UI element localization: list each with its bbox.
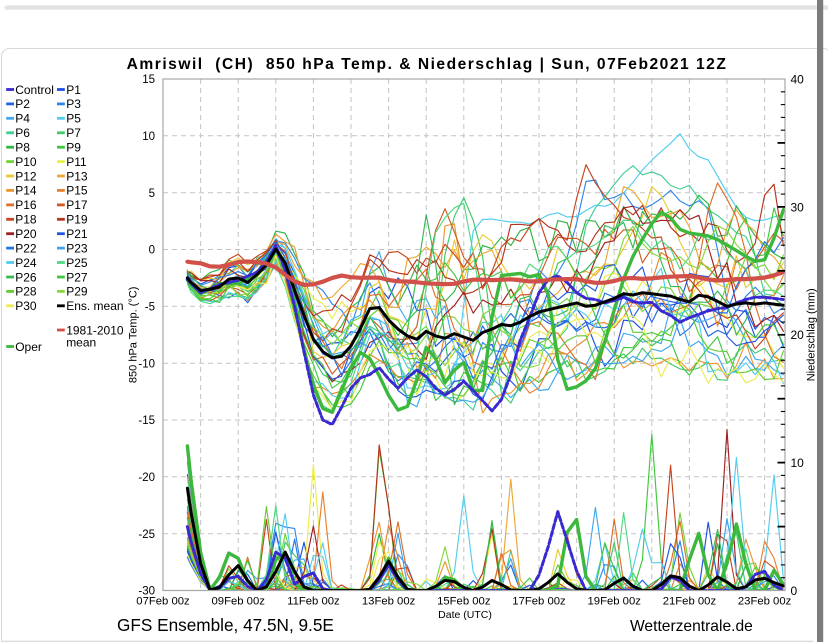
svg-text:Niederschlag (mm): Niederschlag (mm) — [806, 288, 818, 381]
svg-text:-30: -30 — [138, 586, 155, 598]
svg-text:P13: P13 — [66, 169, 88, 183]
svg-text:850 hPa Temp. (°C): 850 hPa Temp. (°C) — [128, 287, 140, 384]
svg-text:P30: P30 — [15, 299, 37, 313]
svg-text:-5: -5 — [145, 302, 155, 314]
svg-text:07Feb 00z: 07Feb 00z — [136, 596, 190, 608]
svg-text:Control: Control — [15, 83, 54, 97]
svg-text:1981-2010: 1981-2010 — [66, 323, 124, 337]
svg-text:P10: P10 — [15, 155, 37, 169]
svg-text:P28: P28 — [15, 285, 37, 299]
svg-text:23Feb 00z: 23Feb 00z — [738, 596, 792, 608]
svg-text:5: 5 — [149, 188, 155, 200]
svg-text:P26: P26 — [15, 270, 37, 284]
svg-text:21Feb 00z: 21Feb 00z — [663, 596, 717, 608]
svg-text:P15: P15 — [66, 184, 88, 198]
svg-text:P21: P21 — [66, 227, 88, 241]
svg-text:-15: -15 — [138, 415, 155, 427]
svg-text:P14: P14 — [15, 184, 37, 198]
svg-text:13Feb 00z: 13Feb 00z — [362, 596, 416, 608]
svg-text:P22: P22 — [15, 241, 37, 255]
svg-text:P19: P19 — [66, 213, 88, 227]
svg-text:P5: P5 — [66, 112, 81, 126]
svg-text:P27: P27 — [66, 270, 88, 284]
svg-text:0: 0 — [149, 245, 155, 257]
svg-text:P23: P23 — [66, 241, 88, 255]
svg-text:P25: P25 — [66, 256, 88, 270]
svg-text:Wetterzentrale.de: Wetterzentrale.de — [630, 618, 753, 635]
svg-text:15: 15 — [142, 74, 155, 86]
svg-text:Date (UTC): Date (UTC) — [438, 609, 492, 621]
svg-text:P3: P3 — [66, 97, 81, 111]
svg-text:30: 30 — [791, 200, 805, 214]
svg-text:09Feb 00z: 09Feb 00z — [212, 596, 266, 608]
svg-text:0: 0 — [791, 584, 798, 598]
svg-text:Oper: Oper — [15, 340, 42, 354]
svg-text:P29: P29 — [66, 285, 88, 299]
svg-text:P16: P16 — [15, 198, 37, 212]
svg-text:20: 20 — [791, 328, 805, 342]
svg-text:P1: P1 — [66, 83, 81, 97]
svg-text:15Feb 00z: 15Feb 00z — [437, 596, 491, 608]
svg-text:P4: P4 — [15, 112, 30, 126]
svg-text:P18: P18 — [15, 213, 37, 227]
svg-text:10: 10 — [791, 456, 805, 470]
svg-text:P17: P17 — [66, 198, 88, 212]
svg-text:P11: P11 — [66, 155, 87, 169]
svg-text:11Feb 00z: 11Feb 00z — [287, 596, 340, 608]
svg-text:-20: -20 — [138, 472, 155, 484]
svg-text:P24: P24 — [15, 256, 37, 270]
svg-text:P7: P7 — [66, 126, 81, 140]
svg-text:P8: P8 — [15, 141, 30, 155]
svg-text:mean: mean — [66, 336, 96, 350]
svg-text:-25: -25 — [138, 529, 155, 541]
svg-text:P9: P9 — [66, 141, 81, 155]
svg-text:P6: P6 — [15, 126, 30, 140]
svg-text:Ens. mean: Ens. mean — [66, 299, 123, 313]
svg-text:10: 10 — [142, 131, 155, 143]
svg-text:-10: -10 — [138, 358, 155, 370]
svg-text:40: 40 — [791, 72, 805, 86]
svg-text:Amriswil (CH) 850 hPa Temp.: Amriswil (CH) 850 hPa Temp. & Niederschl… — [127, 56, 728, 73]
svg-text:19Feb 00z: 19Feb 00z — [588, 596, 642, 608]
svg-text:17Feb 00z: 17Feb 00z — [512, 596, 566, 608]
svg-text:GFS Ensemble, 47.5N, 9.5E: GFS Ensemble, 47.5N, 9.5E — [117, 615, 334, 635]
svg-text:P2: P2 — [15, 97, 30, 111]
svg-text:P20: P20 — [15, 227, 37, 241]
svg-text:P12: P12 — [15, 169, 37, 183]
